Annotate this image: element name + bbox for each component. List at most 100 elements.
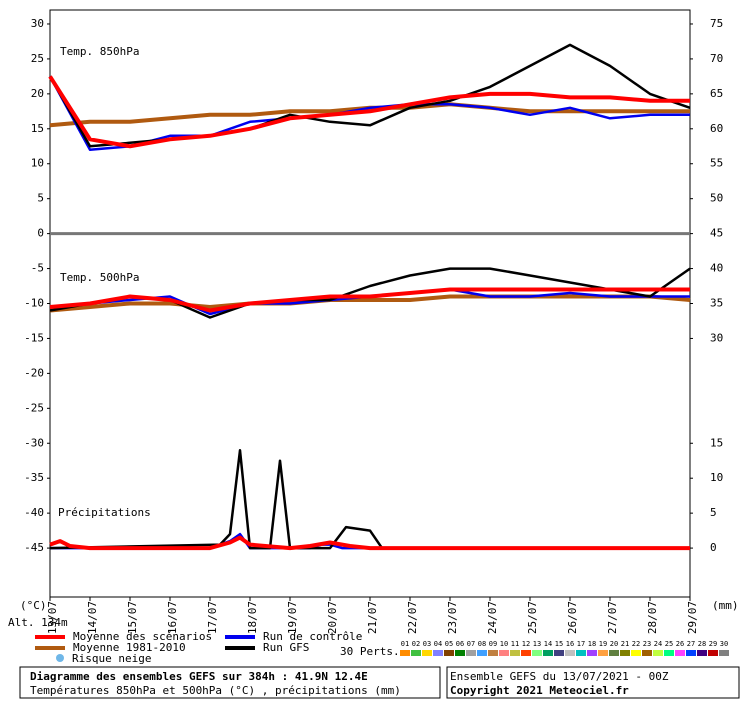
snow-icon xyxy=(56,654,64,662)
series-line xyxy=(49,449,690,550)
pert-swatch xyxy=(598,650,608,656)
legend-label: Moyenne 1981-2010 xyxy=(73,641,186,654)
x-tick-label: 14/07 xyxy=(86,601,99,634)
pert-number: 06 xyxy=(456,640,464,648)
pert-swatch xyxy=(477,650,487,656)
y-tick-label: 5 xyxy=(37,192,44,205)
panel-label: Temp. 850hPa xyxy=(60,45,139,58)
x-tick-label: 27/07 xyxy=(606,601,619,634)
pert-number: 15 xyxy=(555,640,563,648)
pert-swatch xyxy=(708,650,718,656)
pert-number: 25 xyxy=(665,640,673,648)
pert-number: 20 xyxy=(610,640,618,648)
pert-number: 13 xyxy=(533,640,541,648)
pert-swatch xyxy=(521,650,531,656)
pert-number: 29 xyxy=(709,640,717,648)
x-tick-label: 29/07 xyxy=(686,601,699,634)
y-tick-label: -10 xyxy=(24,297,44,310)
panel-label: Temp. 500hPa xyxy=(60,271,139,284)
pert-swatch xyxy=(411,650,421,656)
pert-swatch xyxy=(576,650,586,656)
pert-number: 14 xyxy=(544,640,552,648)
pert-swatch xyxy=(609,650,619,656)
pert-number: 30 xyxy=(720,640,728,648)
y-tick-label: -15 xyxy=(24,331,44,344)
pert-swatch xyxy=(620,650,630,656)
pert-number: 11 xyxy=(511,640,519,648)
x-tick-label: 16/07 xyxy=(166,601,179,634)
legend-label: Run de contrôle xyxy=(263,630,362,643)
y-tick-label: -40 xyxy=(24,506,44,519)
y2-tick-label: 50 xyxy=(710,192,723,205)
series-line xyxy=(49,287,690,313)
y-tick-label: -20 xyxy=(24,366,44,379)
y-tick-label: -35 xyxy=(24,471,44,484)
pert-number: 17 xyxy=(577,640,585,648)
x-tick-label: 23/07 xyxy=(446,601,459,634)
perts-label: 30 Perts. xyxy=(340,645,400,658)
x-tick-label: 25/07 xyxy=(526,601,539,634)
pert-swatch xyxy=(532,650,542,656)
y2-tick-label: 65 xyxy=(710,87,723,100)
series-line xyxy=(49,535,690,551)
pert-swatch xyxy=(697,650,707,656)
pert-swatch xyxy=(543,650,553,656)
y-tick-label: -45 xyxy=(24,541,44,554)
pert-number: 18 xyxy=(588,640,596,648)
y2-tick-label: 55 xyxy=(710,157,723,170)
y2-tick-label: 5 xyxy=(710,506,717,519)
y2-tick-label: 60 xyxy=(710,122,723,135)
pert-swatch xyxy=(653,650,663,656)
pert-number: 28 xyxy=(698,640,706,648)
pert-number: 19 xyxy=(599,640,607,648)
x-tick-label: 20/07 xyxy=(326,601,339,634)
y-tick-label: 10 xyxy=(31,157,44,170)
pert-number: 03 xyxy=(423,640,431,648)
y2-tick-label: 40 xyxy=(710,262,723,275)
series-line xyxy=(48,75,690,149)
snow-label: Risque neige xyxy=(72,652,151,665)
y-unit: (°C) xyxy=(20,599,47,612)
pert-number: 08 xyxy=(478,640,486,648)
y-tick-label: -5 xyxy=(31,262,44,275)
run-info: Ensemble GEFS du 13/07/2021 - 00Z xyxy=(450,670,669,683)
pert-number: 04 xyxy=(434,640,442,648)
pert-number: 07 xyxy=(467,640,475,648)
series-line xyxy=(49,294,691,313)
y2-tick-label: 0 xyxy=(710,541,717,554)
pert-swatch xyxy=(587,650,597,656)
pert-number: 22 xyxy=(632,640,640,648)
pert-swatch xyxy=(488,650,498,656)
x-tick-label: 17/07 xyxy=(206,601,219,634)
pert-swatch xyxy=(554,650,564,656)
x-tick-label: 15/07 xyxy=(126,601,139,634)
y-tick-label: -25 xyxy=(24,401,44,414)
pert-number: 01 xyxy=(401,640,409,648)
pert-swatch xyxy=(444,650,454,656)
legend-label: Run GFS xyxy=(263,641,309,654)
pert-swatch xyxy=(642,650,652,656)
y2-tick-label: 35 xyxy=(710,297,723,310)
y2-tick-label: 70 xyxy=(710,52,723,65)
subtitle: Températures 850hPa et 500hPa (°C) , pré… xyxy=(30,684,401,697)
pert-swatch xyxy=(455,650,465,656)
y-tick-label: 15 xyxy=(31,122,44,135)
y2-tick-label: 75 xyxy=(710,17,723,30)
y-tick-label: 25 xyxy=(31,52,44,65)
y2-tick-label: 15 xyxy=(710,436,723,449)
y-tick-label: 0 xyxy=(37,227,44,240)
y-tick-label: 30 xyxy=(31,17,44,30)
y2-tick-label: 45 xyxy=(710,227,723,240)
x-tick-label: 26/07 xyxy=(566,601,579,634)
copyright: Copyright 2021 Meteociel.fr xyxy=(450,684,629,697)
x-tick-label: 21/07 xyxy=(366,601,379,634)
y-tick-label: 20 xyxy=(31,87,44,100)
pert-swatch xyxy=(686,650,696,656)
pert-number: 02 xyxy=(412,640,420,648)
title-box xyxy=(19,666,441,699)
x-tick-label: 22/07 xyxy=(406,601,419,634)
y2-unit: (mm) xyxy=(712,599,739,612)
x-tick-label: 28/07 xyxy=(646,601,659,634)
x-tick-label: 13/07 xyxy=(46,601,59,634)
